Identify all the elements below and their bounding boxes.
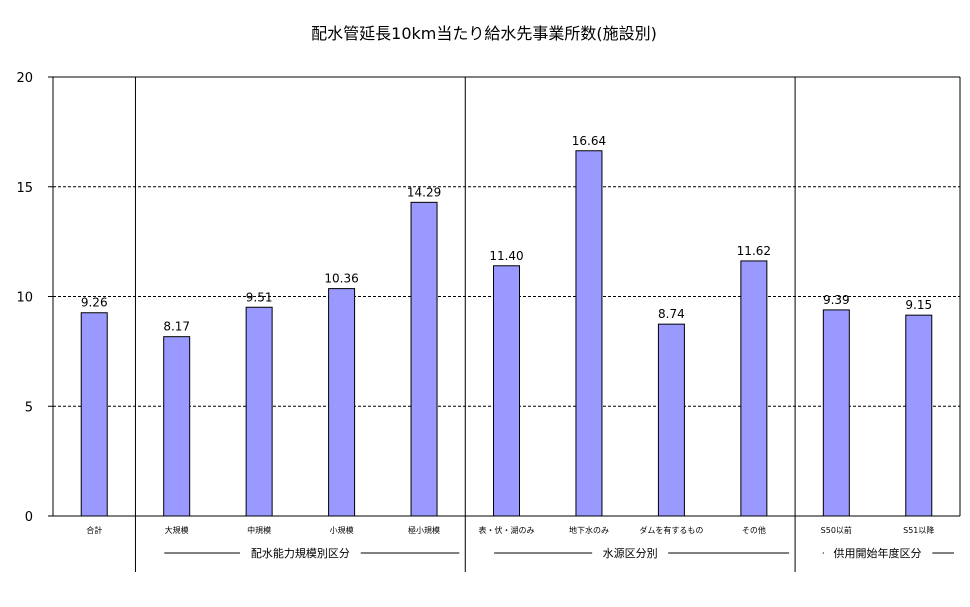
chart-title: 配水管延長10km当たり給水先事業所数(施設別) xyxy=(311,24,657,43)
data-label: 9.39 xyxy=(823,293,850,307)
bar xyxy=(493,265,520,517)
bar xyxy=(740,260,768,517)
data-label: 14.29 xyxy=(407,185,441,199)
x-tick-label: 大規模 xyxy=(165,525,189,535)
x-tick-label: その他 xyxy=(742,525,766,535)
data-label: 9.15 xyxy=(905,298,932,312)
y-tick-label: 5 xyxy=(25,400,33,415)
x-tick-label: S51以降 xyxy=(903,525,934,535)
x-tick-label: ダムを有するもの xyxy=(639,525,703,535)
data-label: 16.64 xyxy=(572,134,606,148)
bar xyxy=(245,306,273,517)
y-tick-label: 0 xyxy=(25,510,33,525)
data-label: 11.62 xyxy=(737,244,771,258)
data-label: 9.51 xyxy=(246,290,273,304)
x-tick-label: S50以前 xyxy=(821,525,852,535)
x-tick-label: 合計 xyxy=(86,525,102,535)
bar xyxy=(328,288,356,517)
group-label: 供用開始年度区分 xyxy=(834,546,922,560)
data-label: 10.36 xyxy=(324,272,358,286)
y-tick-label: 15 xyxy=(16,181,33,196)
group-label: 配水能力規模別区分 xyxy=(251,546,350,560)
bar xyxy=(575,150,603,517)
x-tick-label: 極小規模 xyxy=(408,525,440,535)
bar xyxy=(163,336,191,517)
y-tick-label: 10 xyxy=(16,291,33,306)
plot-area: 0 5 10 15 20 配水能力規模別区分 水源区分別 供用開始年度区分 9.26 合計 8.17… xyxy=(16,71,961,572)
group-label: 水源区分別 xyxy=(603,546,658,560)
bar xyxy=(822,309,850,517)
bar xyxy=(905,314,933,517)
x-tick-label: 地下水のみ xyxy=(569,525,609,535)
x-tick-label: 表・伏・湖のみ xyxy=(479,525,535,535)
data-label: 11.40 xyxy=(489,249,523,263)
bar xyxy=(657,323,685,517)
x-tick-label: 小規模 xyxy=(330,525,354,535)
data-label: 8.74 xyxy=(658,307,685,321)
data-label: 9.26 xyxy=(81,296,108,310)
x-tick-label: 中規模 xyxy=(247,525,271,535)
bar xyxy=(80,312,108,517)
data-label: 8.17 xyxy=(163,320,190,334)
y-tick-label: 20 xyxy=(16,71,33,86)
bar xyxy=(410,201,438,517)
